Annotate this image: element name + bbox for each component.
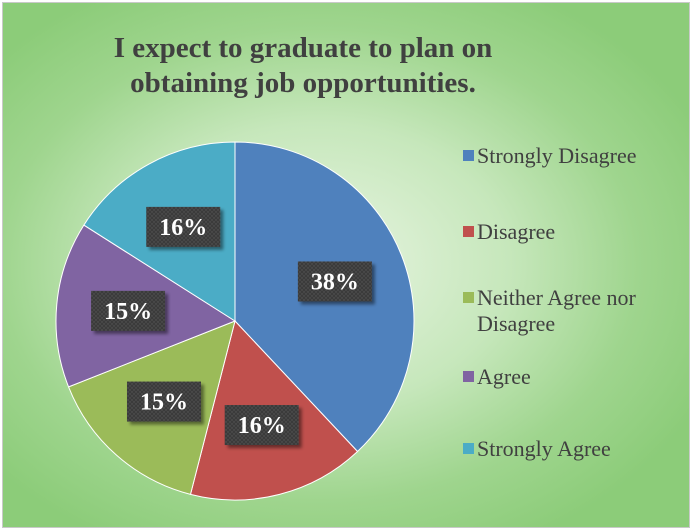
data-label-box <box>91 290 166 331</box>
data-label-text: 15% <box>104 299 152 325</box>
legend-swatch <box>463 292 474 303</box>
data-label-agree: 15% <box>91 290 166 331</box>
legend-label: Neither Agree nor Disagree <box>477 285 636 336</box>
legend-swatch <box>463 371 474 382</box>
legend-swatch <box>463 443 474 454</box>
data-label-text: 38% <box>311 269 359 295</box>
chart-title: I expect to graduate to plan on obtainin… <box>113 32 493 99</box>
legend-item: Strongly Agree <box>463 436 688 462</box>
data-label-box <box>224 405 299 446</box>
data-label-box <box>146 206 221 247</box>
data-label-text: 15% <box>140 390 188 416</box>
legend-label: Strongly Disagree <box>477 143 637 168</box>
legend-swatch <box>463 150 474 161</box>
legend-item: Disagree <box>463 219 688 245</box>
pie-chart: 38% 16% 15% 15% 16% <box>55 141 415 501</box>
data-label-text: 16% <box>238 413 286 439</box>
data-label-box <box>297 261 372 302</box>
legend-label: Strongly Agree <box>477 436 611 461</box>
data-label-strongly-agree: 16% <box>146 206 221 247</box>
legend-item: Strongly Disagree <box>463 143 688 169</box>
legend-label: Disagree <box>477 219 556 244</box>
legend-swatch <box>463 226 474 237</box>
legend-item: Agree <box>463 364 688 390</box>
data-label-strongly-disagree: 38% <box>297 261 372 302</box>
legend-label: Agree <box>477 364 531 389</box>
data-label-text: 16% <box>159 215 207 241</box>
data-label-neither-agree-nor-disagree: 15% <box>126 381 201 422</box>
data-label-disagree: 16% <box>224 405 299 446</box>
legend-item: Neither Agree nor Disagree <box>463 285 688 337</box>
data-label-box <box>126 381 201 422</box>
